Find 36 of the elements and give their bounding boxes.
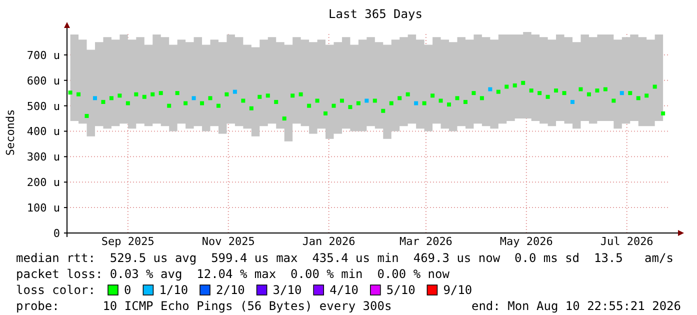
x-tick-label: Nov 2025 — [202, 235, 255, 248]
x-tick-label: Sep 2025 — [101, 235, 154, 248]
point — [414, 101, 418, 106]
text: median rtt: 529.5 us avg 599.4 us max 435.4 us min 469.3 us now 0.0 ms sd 13.5 am/s — [16, 251, 674, 265]
y-tick-label: 0 — [53, 227, 60, 240]
point — [232, 90, 237, 94]
y-tick-label: 700 u — [26, 48, 60, 62]
legend-label: 3/10 — [272, 283, 302, 297]
point — [364, 98, 369, 103]
y-tick-label: 200 u — [26, 176, 60, 190]
y-tick-label: 600 u — [26, 74, 60, 88]
point — [92, 96, 97, 100]
legend-label: 2/10 — [216, 283, 245, 297]
legend-label: 5/10 — [386, 283, 416, 297]
y-tick-label: 400 u — [26, 125, 60, 138]
point — [488, 87, 492, 92]
x-tick-label: May 2026 — [500, 235, 553, 248]
x-tick-label: Jul 2026 — [600, 235, 654, 248]
point — [192, 96, 196, 100]
legend-label: 9/10 — [443, 283, 472, 297]
point — [620, 91, 624, 96]
text: loss color: — [16, 283, 96, 297]
text: end: Mon Aug 10 22:55:21 2026 — [471, 299, 681, 313]
text: probe: 10 ICMP Echo Pings (56 Bytes) every 300s — [16, 299, 392, 313]
y-axis-title: Seconds — [4, 109, 17, 156]
x-tick-label: Mar 2026 — [399, 235, 452, 248]
text: packet loss: 0.03 % avg 12.04 % max 0.00 % min 0.00 % now — [16, 267, 450, 281]
chart-title: Last 365 Days — [328, 7, 422, 21]
y-tick-label: 300 u — [26, 150, 60, 164]
legend-label: 0 — [124, 283, 132, 297]
point — [570, 100, 574, 104]
y-tick-label: 500 u — [26, 100, 60, 113]
x-tick-label: Jan 2026 — [302, 235, 356, 248]
legend-label: 4/10 — [330, 283, 359, 297]
y-tick-label: 100 u — [26, 202, 60, 215]
legend-label: 1/10 — [159, 283, 188, 297]
